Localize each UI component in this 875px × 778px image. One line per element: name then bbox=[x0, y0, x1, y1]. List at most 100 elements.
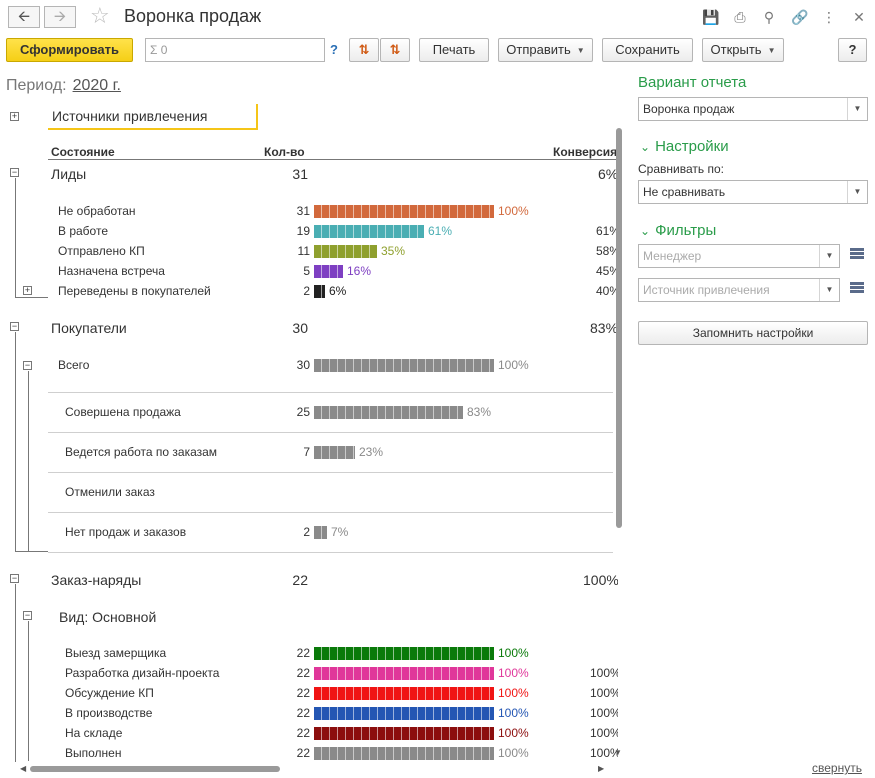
tree-line bbox=[15, 297, 48, 298]
scroll-left-icon[interactable]: ◀ bbox=[20, 764, 27, 773]
collapse-total-icon[interactable]: − bbox=[23, 360, 32, 370]
vertical-scroll-thumb[interactable] bbox=[616, 128, 622, 528]
compare-select[interactable]: Не сравнивать ▼ bbox=[638, 180, 868, 204]
sort-ascending-button[interactable]: ⇅ bbox=[349, 38, 379, 62]
bar bbox=[314, 687, 494, 700]
tree-line bbox=[15, 332, 16, 552]
print-button[interactable]: Печать bbox=[419, 38, 489, 62]
bar bbox=[314, 647, 494, 660]
row-conversion: 61% bbox=[596, 224, 618, 238]
more-icon[interactable]: ⋮ bbox=[822, 9, 836, 25]
bar bbox=[314, 265, 343, 278]
chevron-down-icon[interactable]: ▼ bbox=[819, 279, 839, 301]
row-divider bbox=[48, 432, 613, 433]
bar bbox=[314, 747, 494, 760]
header-divider bbox=[48, 159, 618, 160]
row-percent: 100% bbox=[498, 706, 529, 720]
save-button[interactable]: Сохранить bbox=[602, 38, 693, 62]
sum-field[interactable]: Σ 0 bbox=[145, 38, 325, 62]
expand-leads-sub-icon[interactable]: + bbox=[23, 285, 32, 295]
row-label: Выполнен bbox=[65, 746, 122, 760]
bar bbox=[314, 446, 355, 459]
save-icon[interactable]: 💾 bbox=[702, 9, 720, 25]
help-button[interactable]: ? bbox=[838, 38, 867, 62]
arrow-right-icon: 🡪 bbox=[53, 8, 67, 25]
variant-select[interactable]: Воронка продаж ▼ bbox=[638, 97, 868, 121]
vertical-scrollbar[interactable]: ▼ bbox=[613, 128, 623, 758]
row-percent: 83% bbox=[467, 405, 492, 419]
horizontal-scroll-thumb[interactable] bbox=[30, 766, 280, 772]
row-count: 30 bbox=[296, 358, 310, 372]
row-divider bbox=[48, 472, 613, 473]
row-count: 22 bbox=[296, 666, 310, 680]
chevron-down-icon: ⌄ bbox=[640, 140, 651, 154]
bar bbox=[314, 406, 463, 419]
row-count: 22 bbox=[296, 646, 310, 660]
horizontal-scrollbar[interactable]: ◀ ▶ bbox=[20, 763, 610, 773]
toolbar: Сформировать Σ 0 ? ⇅ ⇅ Печать Отправить ▼… bbox=[0, 38, 875, 64]
row-percent: 100% bbox=[498, 666, 529, 680]
row-percent: 100% bbox=[498, 726, 529, 740]
group-conversion: 100% bbox=[583, 572, 618, 588]
title-bar: 🡨 🡪 ☆ Воронка продаж 💾 ⎙ ⚲ 🔗 ⋮ ✕ bbox=[0, 0, 875, 34]
send-label: Отправить bbox=[506, 42, 571, 57]
scroll-down-icon[interactable]: ▼ bbox=[614, 748, 622, 757]
sort-descending-button[interactable]: ⇅ bbox=[380, 38, 410, 62]
scroll-right-icon[interactable]: ▶ bbox=[598, 764, 605, 773]
row-conversion: 58% bbox=[596, 244, 618, 258]
bar bbox=[314, 727, 494, 740]
collapse-buyers-icon[interactable]: − bbox=[10, 321, 19, 331]
chevron-down-icon[interactable]: ▼ bbox=[819, 245, 839, 267]
filters-title-label: Фильтры bbox=[655, 222, 717, 239]
row-label: Назначена встреча bbox=[58, 264, 165, 278]
help-question-icon[interactable]: ? bbox=[330, 42, 338, 57]
row-conversion: 100% bbox=[590, 746, 618, 760]
row-label: В производстве bbox=[65, 706, 153, 720]
manager-filter[interactable]: Менеджер ▼ bbox=[638, 244, 840, 268]
list-stack-icon[interactable] bbox=[850, 248, 864, 262]
bar bbox=[314, 526, 327, 539]
row-percent: 6% bbox=[329, 284, 347, 298]
collapse-subgroup-icon[interactable]: − bbox=[23, 610, 32, 620]
generate-button[interactable]: Сформировать bbox=[6, 38, 133, 62]
row-percent: 16% bbox=[347, 264, 372, 278]
back-button[interactable]: 🡨 bbox=[8, 6, 40, 28]
list-stack-icon[interactable] bbox=[850, 282, 864, 296]
expand-source-icon[interactable]: + bbox=[10, 111, 19, 121]
col-count: Кол-во bbox=[264, 145, 305, 159]
print-icon[interactable]: ⎙ bbox=[734, 9, 746, 25]
row-count: 2 bbox=[303, 284, 310, 298]
group-title: Лиды bbox=[51, 166, 87, 182]
collapse-link[interactable]: свернуть bbox=[812, 761, 862, 775]
row-divider bbox=[48, 512, 613, 513]
filters-title[interactable]: ⌄ Фильтры bbox=[640, 222, 716, 239]
collapse-orders-icon[interactable]: − bbox=[10, 573, 19, 583]
source-header[interactable]: Источники привлечения bbox=[48, 104, 258, 130]
close-icon[interactable]: ✕ bbox=[853, 9, 865, 25]
source-filter[interactable]: Источник привлечения ▼ bbox=[638, 278, 840, 302]
row-count: 19 bbox=[296, 224, 310, 238]
remember-settings-button[interactable]: Запомнить настройки bbox=[638, 321, 868, 345]
bar-total bbox=[314, 359, 494, 372]
group-title: Покупатели bbox=[51, 320, 127, 336]
period-value[interactable]: 2020 г. bbox=[72, 77, 121, 94]
forward-button[interactable]: 🡪 bbox=[44, 6, 76, 28]
row-conversion: 100% bbox=[590, 706, 618, 720]
settings-title[interactable]: ⌄ Настройки bbox=[640, 138, 729, 155]
favorite-star-icon[interactable]: ☆ bbox=[90, 3, 110, 28]
group-count: 30 bbox=[292, 320, 308, 336]
row-label: На складе bbox=[65, 726, 123, 740]
row-percent: 7% bbox=[331, 525, 349, 539]
send-button[interactable]: Отправить ▼ bbox=[498, 38, 593, 62]
row-percent: 100% bbox=[498, 746, 529, 760]
chevron-down-icon[interactable]: ▼ bbox=[847, 181, 867, 203]
chevron-down-icon[interactable]: ▼ bbox=[847, 98, 867, 120]
row-count: 2 bbox=[303, 525, 310, 539]
row-label: Обсуждение КП bbox=[65, 686, 154, 700]
link-icon[interactable]: 🔗 bbox=[791, 9, 809, 25]
collapse-leads-icon[interactable]: − bbox=[10, 167, 19, 177]
preview-icon[interactable]: ⚲ bbox=[763, 9, 775, 25]
open-button[interactable]: Открыть ▼ bbox=[702, 38, 784, 62]
row-conversion: 100% bbox=[590, 726, 618, 740]
compare-value: Не сравнивать bbox=[643, 185, 726, 199]
